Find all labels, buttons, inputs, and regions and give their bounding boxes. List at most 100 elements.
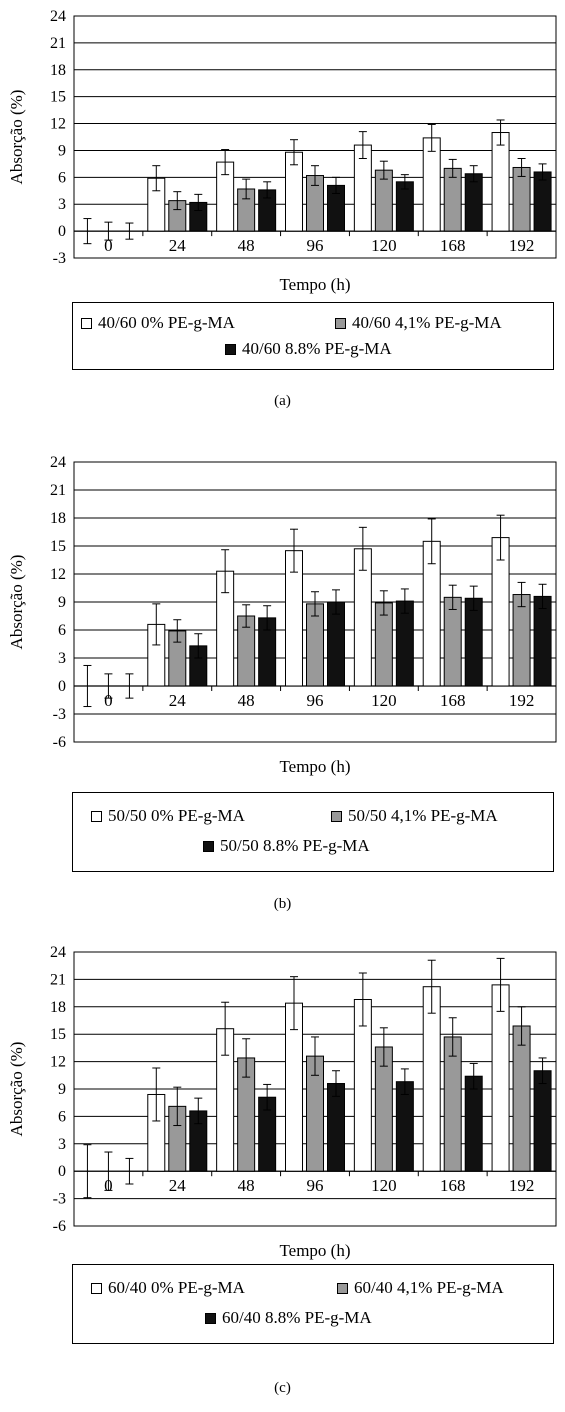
caption-a: (a) [274, 393, 291, 409]
y-tick-label: 18 [50, 510, 66, 527]
legend-a-item-2: 40/60 4,1% PE-g-MA [335, 313, 502, 333]
x-tick-label: 192 [509, 236, 535, 255]
legend-c-item-3: 60/40 8.8% PE-g-MA [205, 1308, 372, 1328]
y-tick-label: 3 [58, 196, 66, 213]
x-tick-label: 0 [104, 236, 113, 255]
y-tick-label: 24 [50, 8, 66, 25]
bar [533, 595, 552, 687]
x-tick-label: 48 [238, 1176, 255, 1195]
y-tick-label: 24 [50, 944, 66, 961]
legend-b-swatch-1 [91, 811, 102, 822]
legend-a: 40/60 0% PE-g-MA 40/60 4,1% PE-g-MA 40/6… [72, 302, 554, 370]
bar [395, 1081, 414, 1172]
bar [464, 597, 483, 687]
bar [491, 132, 510, 232]
legend-a-swatch-3 [225, 344, 236, 355]
chart-b-svg: -6 -3 0 3 6 9 12 15 18 21 24 0 24 48 96 120 168 192 Tempo … [7, 454, 557, 776]
y-tick-label: 0 [58, 223, 66, 240]
y-tick-label: 6 [58, 169, 66, 186]
x-tick-label: 96 [307, 691, 324, 710]
x-tick-label: 168 [440, 691, 466, 710]
bar [443, 1036, 462, 1172]
legend-c: 60/40 0% PE-g-MA 60/40 4,1% PE-g-MA 60/4… [72, 1264, 554, 1344]
legend-c-swatch-2 [337, 1283, 348, 1294]
legend-b: 50/50 0% PE-g-MA 50/50 4,1% PE-g-MA 50/5… [72, 792, 554, 872]
bar [422, 986, 441, 1172]
x-tick-label: 192 [509, 1176, 535, 1195]
y-axis-label: Absorção (%) [7, 90, 26, 185]
bar [512, 1025, 531, 1172]
x-tick-label: 24 [169, 1176, 187, 1195]
bar [443, 596, 462, 687]
y-tick-label: 21 [50, 35, 66, 52]
bar [533, 1070, 552, 1172]
legend-a-label-2: 40/60 4,1% PE-g-MA [352, 313, 502, 332]
bar [491, 984, 510, 1172]
legend-a-item-1: 40/60 0% PE-g-MA [81, 313, 235, 333]
x-axis-label: Tempo (h) [279, 275, 350, 294]
y-tick-label: 12 [50, 116, 66, 133]
x-axis-label: Tempo (h) [279, 1241, 350, 1260]
x-tick-label: 120 [371, 691, 397, 710]
x-tick-label: 0 [104, 691, 113, 710]
legend-a-swatch-2 [335, 318, 346, 329]
x-tick-label: 48 [238, 236, 255, 255]
legend-b-item-3: 50/50 8.8% PE-g-MA [203, 836, 370, 856]
caption-b: (b) [273, 896, 292, 912]
bar [464, 173, 483, 232]
legend-b-label-2: 50/50 4,1% PE-g-MA [348, 806, 498, 825]
x-tick-label: 192 [509, 691, 535, 710]
plot-frame [73, 951, 557, 1227]
bar [512, 166, 531, 232]
y-tick-label: 3 [58, 1136, 66, 1153]
legend-b-item-1: 50/50 0% PE-g-MA [91, 806, 245, 826]
x-tick-label: 96 [307, 236, 324, 255]
y-tick-label: 9 [58, 1081, 66, 1098]
legend-a-label-3: 40/60 8.8% PE-g-MA [242, 339, 392, 358]
plot-frame [73, 461, 557, 743]
legend-b-swatch-3 [203, 841, 214, 852]
bar [422, 137, 441, 232]
x-tick-label: 168 [440, 236, 466, 255]
bar [533, 171, 552, 232]
legend-b-label-3: 50/50 8.8% PE-g-MA [220, 836, 370, 855]
bar [512, 594, 531, 687]
legend-c-item-2: 60/40 4,1% PE-g-MA [337, 1278, 504, 1298]
legend-c-label-2: 60/40 4,1% PE-g-MA [354, 1278, 504, 1297]
y-tick-label: 0 [58, 678, 66, 695]
y-tick-label: 9 [58, 142, 66, 159]
x-tick-label: 96 [307, 1176, 324, 1195]
x-tick-label: 120 [371, 1176, 397, 1195]
y-tick-label: 18 [50, 62, 66, 79]
legend-c-swatch-1 [91, 1283, 102, 1294]
plot-frame [73, 15, 557, 259]
y-tick-label: -3 [53, 1191, 66, 1208]
y-axis-label: Absorção (%) [7, 555, 26, 650]
caption-c: (c) [274, 1380, 291, 1396]
x-tick-label: 24 [169, 236, 187, 255]
y-tick-label: 12 [50, 566, 66, 583]
y-tick-label: 24 [50, 454, 66, 471]
y-tick-label: 6 [58, 622, 66, 639]
x-tick-label: 120 [371, 236, 397, 255]
legend-c-swatch-3 [205, 1313, 216, 1324]
y-tick-label: 3 [58, 650, 66, 667]
legend-c-label-1: 60/40 0% PE-g-MA [108, 1278, 245, 1297]
legend-c-item-1: 60/40 0% PE-g-MA [91, 1278, 245, 1298]
y-tick-label: 6 [58, 1108, 66, 1125]
y-tick-label: -6 [53, 734, 66, 751]
y-tick-label: 21 [50, 971, 66, 988]
legend-a-label-1: 40/60 0% PE-g-MA [98, 313, 235, 332]
y-tick-label: 15 [50, 1026, 66, 1043]
legend-c-label-3: 60/40 8.8% PE-g-MA [222, 1308, 372, 1327]
legend-b-swatch-2 [331, 811, 342, 822]
y-tick-label: 12 [50, 1054, 66, 1071]
legend-a-item-3: 40/60 8.8% PE-g-MA [225, 339, 392, 359]
y-tick-label: -3 [53, 706, 66, 723]
chart-a-svg: -3 0 3 6 9 12 15 18 21 24 0 24 48 96 120 168 192 Tempo (h… [7, 8, 557, 294]
y-axis-label: Absorção (%) [7, 1042, 26, 1137]
y-tick-label: 15 [50, 538, 66, 555]
y-tick-label: -3 [53, 250, 66, 267]
x-tick-label: 48 [238, 691, 255, 710]
